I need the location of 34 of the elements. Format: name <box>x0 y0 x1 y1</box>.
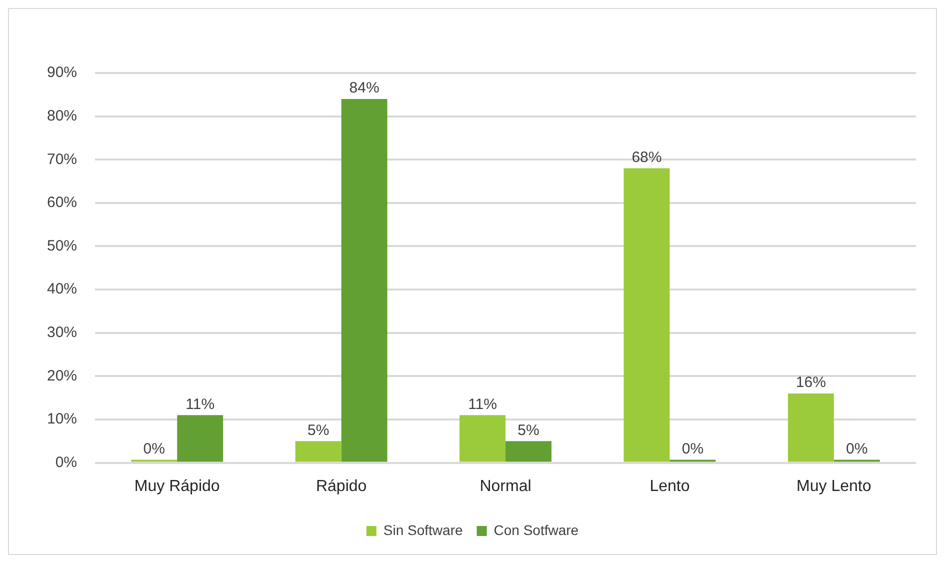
data-label: 5% <box>518 422 540 439</box>
y-tick-label: 30% <box>46 324 78 342</box>
data-label: 16% <box>796 374 826 392</box>
data-label: 84% <box>349 80 380 97</box>
y-tick-label: 20% <box>46 367 78 384</box>
data-label: 11% <box>468 396 497 413</box>
data-label: 11% <box>186 396 215 413</box>
bar <box>177 415 224 462</box>
y-tick-label: 80% <box>46 107 78 124</box>
legend-label: Con Sotfware <box>494 522 579 538</box>
bar <box>788 394 834 462</box>
y-tick-label: 50% <box>46 237 78 254</box>
x-tick-label: Lento <box>650 478 690 495</box>
y-tick-label: 70% <box>46 150 78 168</box>
x-tick-label: Normal <box>480 478 532 495</box>
bar <box>624 168 670 462</box>
bar <box>341 98 388 462</box>
y-tick-label: 0% <box>55 454 78 471</box>
bar <box>506 441 552 462</box>
data-label: 0% <box>143 440 165 458</box>
bar <box>295 441 342 462</box>
legend-label: Sin Software <box>383 522 463 538</box>
y-tick-label: 90% <box>46 64 78 82</box>
x-tick-label: Muy Lento <box>796 478 872 495</box>
y-tick-label: 60% <box>46 194 78 212</box>
data-label: 0% <box>682 440 704 458</box>
y-tick-label: 10% <box>46 410 78 428</box>
data-label: 0% <box>846 440 868 458</box>
bar <box>460 415 506 462</box>
y-tick-label: 40% <box>46 280 78 298</box>
x-tick-label: Rápido <box>316 478 367 495</box>
data-label: 5% <box>307 422 330 439</box>
x-tick-label: Muy Rápido <box>134 478 220 495</box>
data-label: 68% <box>632 148 662 166</box>
